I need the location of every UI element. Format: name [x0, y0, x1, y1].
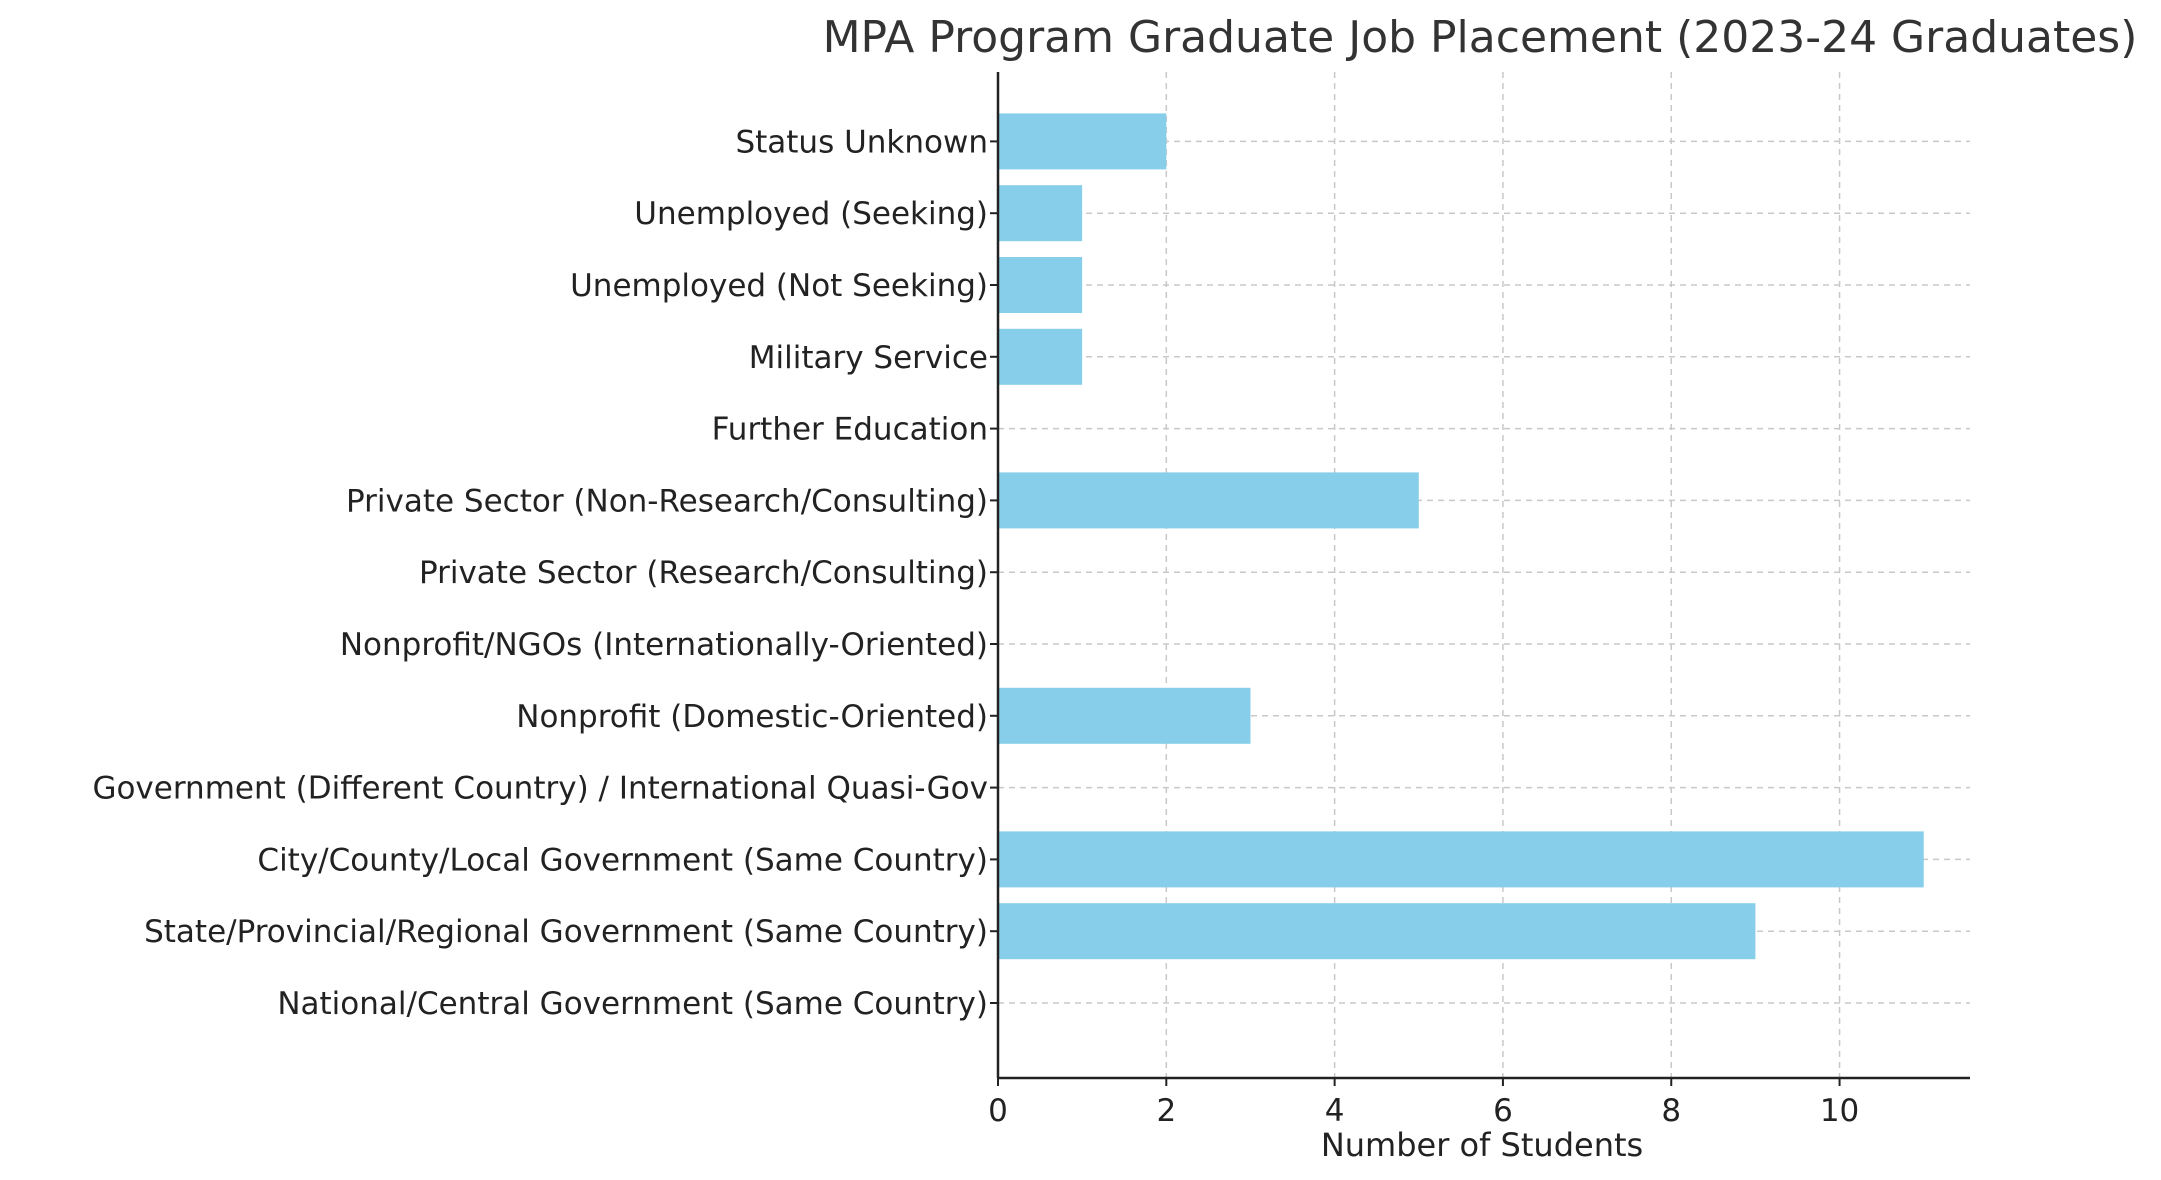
- bar: [998, 257, 1083, 313]
- x-tick-label: 4: [1325, 1093, 1345, 1129]
- bar: [998, 328, 1083, 385]
- x-tick-label: 8: [1661, 1093, 1681, 1129]
- chart-title: MPA Program Graduate Job Placement (2023…: [823, 12, 2138, 63]
- y-tick-label: Unemployed (Seeking): [634, 196, 988, 232]
- y-tick-label: Military Service: [749, 340, 988, 376]
- category-labels: National/Central Government (Same Countr…: [92, 124, 988, 1022]
- y-tick-label: Further Education: [712, 412, 988, 448]
- x-tick-label: 0: [988, 1093, 1008, 1129]
- bar: [998, 831, 1924, 888]
- y-tick-label: Private Sector (Research/Consulting): [419, 555, 988, 591]
- axes: 0 2 4 6 8 10: [988, 72, 1970, 1129]
- y-tick-label: City/County/Local Government (Same Count…: [257, 842, 988, 878]
- y-tick-label: Nonprofit/NGOs (Internationally-Oriented…: [340, 627, 988, 663]
- y-tick-label: National/Central Government (Same Countr…: [277, 986, 988, 1022]
- bar: [998, 472, 1419, 529]
- bar: [998, 687, 1251, 744]
- bar: [998, 903, 1756, 960]
- x-tick-label: 6: [1493, 1093, 1513, 1129]
- bar: [998, 113, 1167, 170]
- bar-layer: [998, 113, 1924, 960]
- y-tick-label: Status Unknown: [735, 124, 988, 160]
- x-tick-label: 10: [1820, 1093, 1859, 1129]
- y-tick-label: State/Provincial/Regional Government (Sa…: [144, 914, 988, 950]
- y-tick-label: Private Sector (Non-Research/Consulting): [346, 483, 988, 519]
- y-tick-label: Government (Different Country) / Interna…: [92, 771, 988, 807]
- y-tick-label: Nonprofit (Domestic-Oriented): [516, 699, 988, 735]
- x-tick-label: 2: [1156, 1093, 1176, 1129]
- x-axis-title: Number of Students: [1321, 1126, 1643, 1164]
- bar: [998, 185, 1083, 242]
- y-tick-label: Unemployed (Not Seeking): [570, 268, 988, 304]
